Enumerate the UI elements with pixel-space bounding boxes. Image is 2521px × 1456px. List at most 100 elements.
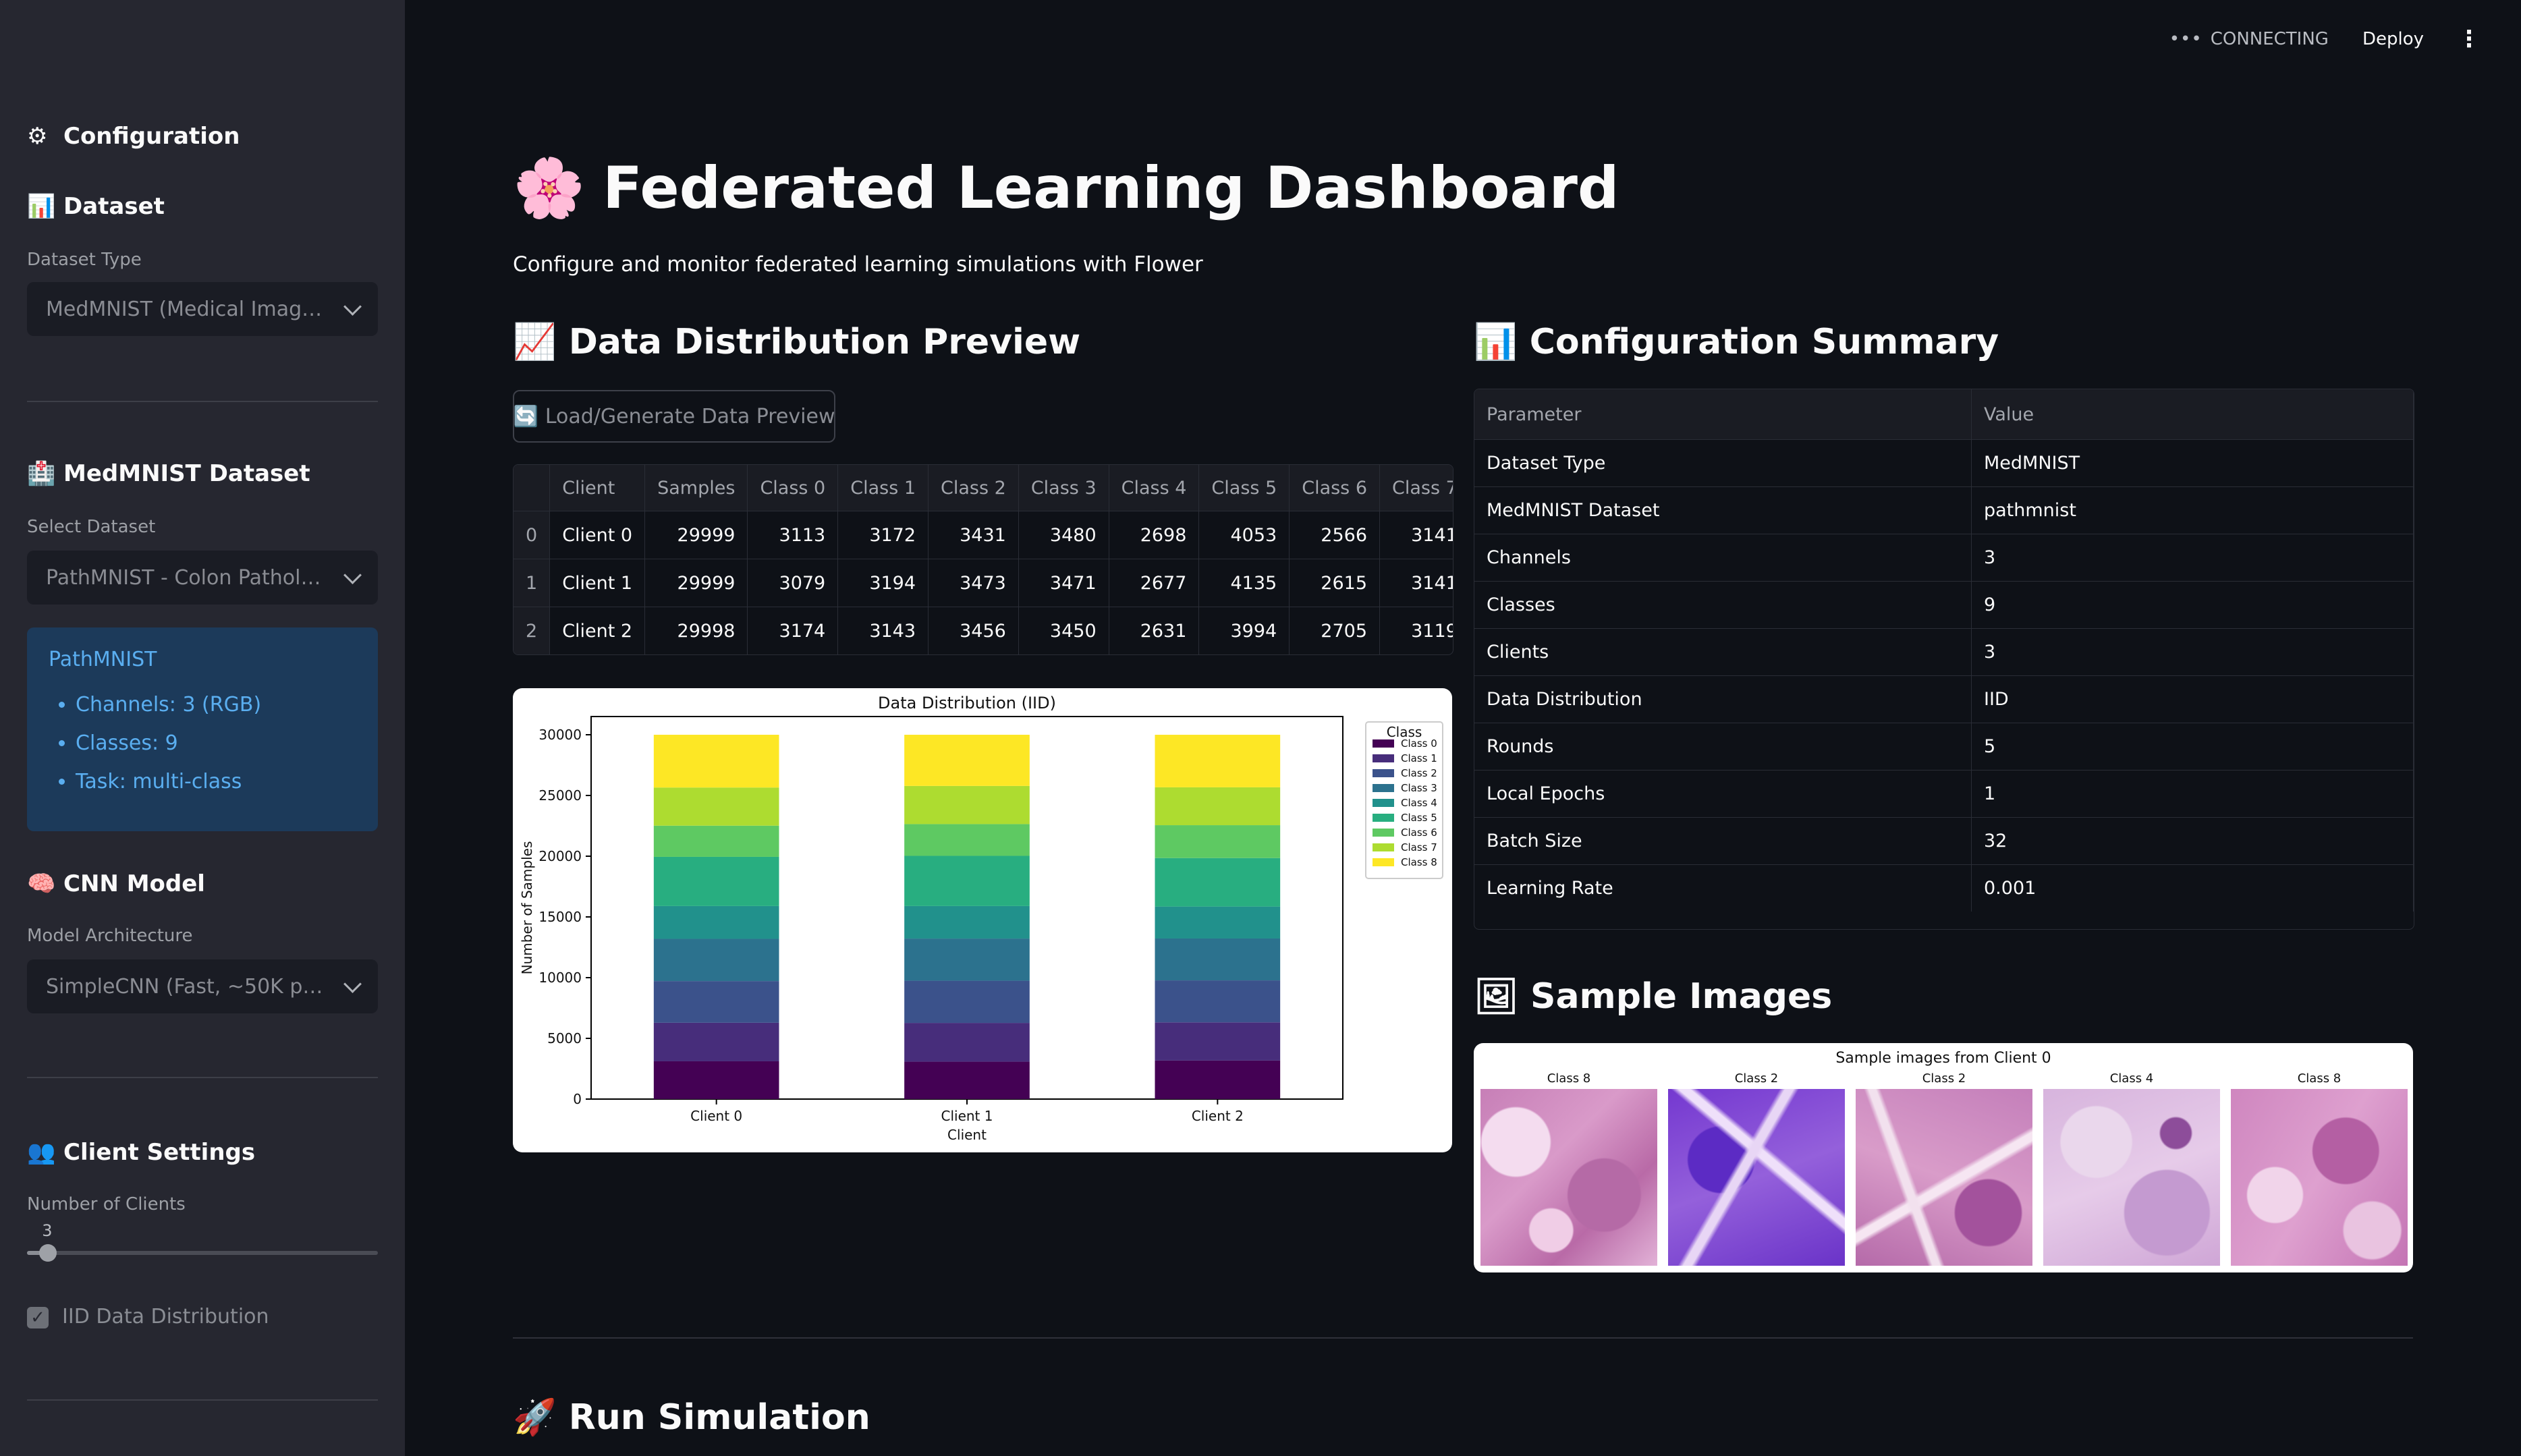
table-cell: 2705 — [1289, 607, 1381, 654]
bar-segment — [904, 785, 1030, 824]
bar-segment — [1155, 858, 1281, 907]
select-dataset-select[interactable]: PathMNIST - Colon Patholo... — [27, 551, 378, 605]
connection-status: ••• CONNECTING — [2169, 29, 2329, 49]
main-menu-icon[interactable]: ⋮ — [2458, 26, 2481, 53]
table-cell: 2677 — [1109, 559, 1200, 607]
chart-increasing-icon: 📈 — [513, 322, 557, 362]
table-cell: 3143 — [837, 607, 929, 654]
config-summary-heading: 📊 Configuration Summary — [1474, 321, 1999, 363]
x-axis-label: Client — [947, 1127, 987, 1143]
legend-label: Class 5 — [1401, 812, 1437, 824]
medmnist-heading: 🏥 MedMNIST Dataset — [27, 460, 310, 487]
table-row[interactable]: Batch Size 32 — [1474, 817, 2414, 865]
table-row[interactable]: 2 Client 2 29998 3174 3143 3456 3450 2631 3994 27… — [514, 607, 1453, 654]
table-body: Dataset Type MedMNIST MedMNIST Dataset path… — [1474, 439, 2414, 912]
table-row[interactable]: Dataset Type MedMNIST — [1474, 439, 2414, 487]
table-row[interactable]: Local Epochs 1 — [1474, 770, 2414, 818]
flower-icon: 🌸 — [513, 155, 586, 222]
bar-segment — [653, 1061, 779, 1099]
bar-segment — [1155, 906, 1281, 939]
column-header[interactable]: Class 0 — [747, 465, 839, 511]
sample-label: Class 2 — [1734, 1071, 1779, 1086]
load-data-preview-label: Load/Generate Data Preview — [545, 404, 835, 428]
bar-segment — [1155, 938, 1281, 981]
table-row[interactable]: Rounds 5 — [1474, 723, 2414, 771]
table-cell: 29999 — [644, 511, 748, 559]
column-header[interactable]: Class 7 — [1379, 465, 1453, 511]
table-row[interactable]: Learning Rate 0.001 — [1474, 864, 2414, 912]
sample-image — [2231, 1089, 2408, 1266]
column-header[interactable]: Class 3 — [1018, 465, 1109, 511]
table-cell: 3113 — [747, 511, 839, 559]
bar-segment — [904, 856, 1030, 906]
bar-segment — [653, 905, 779, 939]
column-header[interactable]: Class 2 — [928, 465, 1019, 511]
iid-checkbox[interactable]: ✓ — [27, 1307, 49, 1328]
column-header[interactable] — [514, 465, 551, 511]
y-tick-label: 15000 — [538, 909, 582, 925]
data-distribution-table[interactable]: Client Samples Class 0 Class 1 Class 2 Class … — [513, 464, 1453, 655]
y-tick-label: 10000 — [538, 970, 582, 986]
iid-label: IID Data Distribution — [62, 1305, 269, 1328]
column-header[interactable]: Class 5 — [1198, 465, 1290, 511]
table-row[interactable]: 0 Client 0 29999 3113 3172 3431 3480 2698 4053 25… — [514, 511, 1453, 559]
model-arch-select[interactable]: SimpleCNN (Fast, ~50K para... — [27, 959, 378, 1013]
hospital-icon: 🏥 — [27, 460, 56, 487]
distribution-chart: Data Distribution (IID) 0 5000 10000 15000 20… — [519, 694, 1443, 1143]
sample-images-title: Sample Images — [1530, 976, 1833, 1017]
table-row[interactable]: Clients 3 — [1474, 628, 2414, 676]
bar-segment — [653, 981, 779, 1023]
sample-label: Class 8 — [2297, 1071, 2342, 1086]
y-tick-label: 0 — [573, 1091, 582, 1107]
table-cell: 3172 — [837, 511, 929, 559]
table-row[interactable]: Channels 3 — [1474, 534, 2414, 582]
chevron-down-icon — [343, 974, 362, 993]
column-header[interactable]: Class 1 — [837, 465, 929, 511]
config-table: Parameter Value Dataset Type MedMNIST MedM… — [1474, 389, 2414, 912]
client-settings-title: Client Settings — [63, 1139, 256, 1166]
column-header[interactable]: Client — [549, 465, 646, 511]
configuration-title: Configuration — [63, 123, 240, 150]
legend-title: Class — [1387, 724, 1422, 740]
num-clients-slider-fill — [27, 1251, 49, 1255]
num-clients-value: 3 — [42, 1221, 53, 1240]
dataset-title: Dataset — [63, 193, 165, 220]
distribution-chart-card: Data Distribution (IID) 0 5000 10000 15000 20… — [513, 688, 1452, 1152]
info-title: PathMNIST — [49, 648, 157, 671]
table-header-row: Parameter Value — [1474, 389, 2414, 440]
run-simulation-heading: 🚀 Run Simulation — [513, 1397, 870, 1438]
legend-label: Class 2 — [1401, 767, 1437, 779]
dataset-type-select[interactable]: MedMNIST (Medical Images) — [27, 282, 378, 336]
num-clients-slider-thumb[interactable] — [39, 1244, 57, 1262]
deploy-button[interactable]: Deploy — [2362, 29, 2424, 49]
chevron-down-icon — [343, 565, 362, 584]
y-tick-label: 5000 — [547, 1030, 582, 1046]
sample-image — [1856, 1089, 2032, 1266]
select-dataset-label: Select Dataset — [27, 517, 156, 537]
table-cell: Client 2 — [549, 607, 646, 654]
sample-images-heading: 🖼 Sample Images — [1474, 976, 1832, 1017]
bar-segment — [904, 735, 1030, 786]
parameter-cell: MedMNIST Dataset — [1474, 486, 1972, 534]
value-cell: 3 — [1971, 628, 2414, 676]
legend-swatch — [1373, 799, 1394, 807]
config-summary-table[interactable]: Parameter Value Dataset Type MedMNIST MedM… — [1474, 389, 2414, 930]
table-cell: 3079 — [747, 559, 839, 607]
column-header[interactable]: Class 4 — [1109, 465, 1200, 511]
info-item: Channels: 3 (RGB) — [76, 693, 356, 717]
bar-segment — [1155, 980, 1281, 1023]
column-header[interactable]: Samples — [644, 465, 748, 511]
column-header[interactable]: Class 6 — [1289, 465, 1381, 511]
dataset-type-value: MedMNIST (Medical Images) — [46, 297, 329, 321]
refresh-icon: 🔄 — [513, 404, 538, 428]
load-data-preview-button[interactable]: 🔄 Load/Generate Data Preview — [513, 390, 835, 443]
row-index: 1 — [514, 559, 551, 607]
value-cell: 1 — [1971, 770, 2414, 818]
parameter-cell: Channels — [1474, 534, 1972, 582]
num-clients-slider-track[interactable] — [27, 1251, 378, 1255]
table-row[interactable]: Classes 9 — [1474, 581, 2414, 629]
table-row[interactable]: MedMNIST Dataset pathmnist — [1474, 486, 2414, 534]
connection-status-text: CONNECTING — [2210, 29, 2329, 49]
table-row[interactable]: 1 Client 1 29999 3079 3194 3473 3471 2677 4135 26… — [514, 559, 1453, 607]
table-row[interactable]: Data Distribution IID — [1474, 675, 2414, 723]
